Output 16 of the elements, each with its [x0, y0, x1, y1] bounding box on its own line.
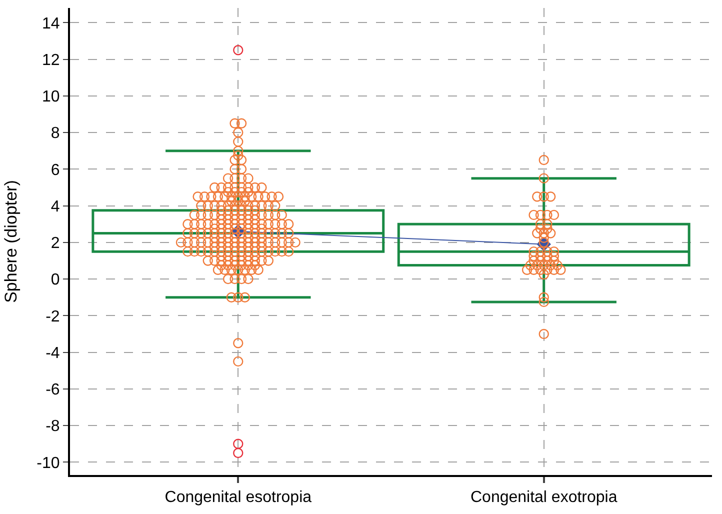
x-tick-label: Congenital exotropia: [470, 489, 618, 506]
y-tick-label: 2: [50, 235, 60, 252]
y-tick-label: -2: [46, 308, 60, 326]
y-tick-label: 8: [50, 125, 60, 142]
y-tick-label: -8: [46, 418, 60, 436]
y-tick-label: 0: [50, 272, 60, 289]
y-tick-label: -6: [46, 382, 60, 399]
y-axis-title: Sphere (diopter): [2, 180, 21, 303]
y-tick-label: 4: [50, 198, 60, 216]
y-tick-label: 6: [50, 162, 60, 179]
y-tick-label: 12: [42, 52, 60, 69]
x-tick-label: Congenital esotropia: [164, 489, 312, 506]
y-tick-label: -4: [46, 344, 60, 362]
y-tick-label: -10: [36, 454, 60, 472]
y-tick-label: 10: [42, 88, 60, 106]
y-tick-label: 14: [42, 15, 60, 32]
